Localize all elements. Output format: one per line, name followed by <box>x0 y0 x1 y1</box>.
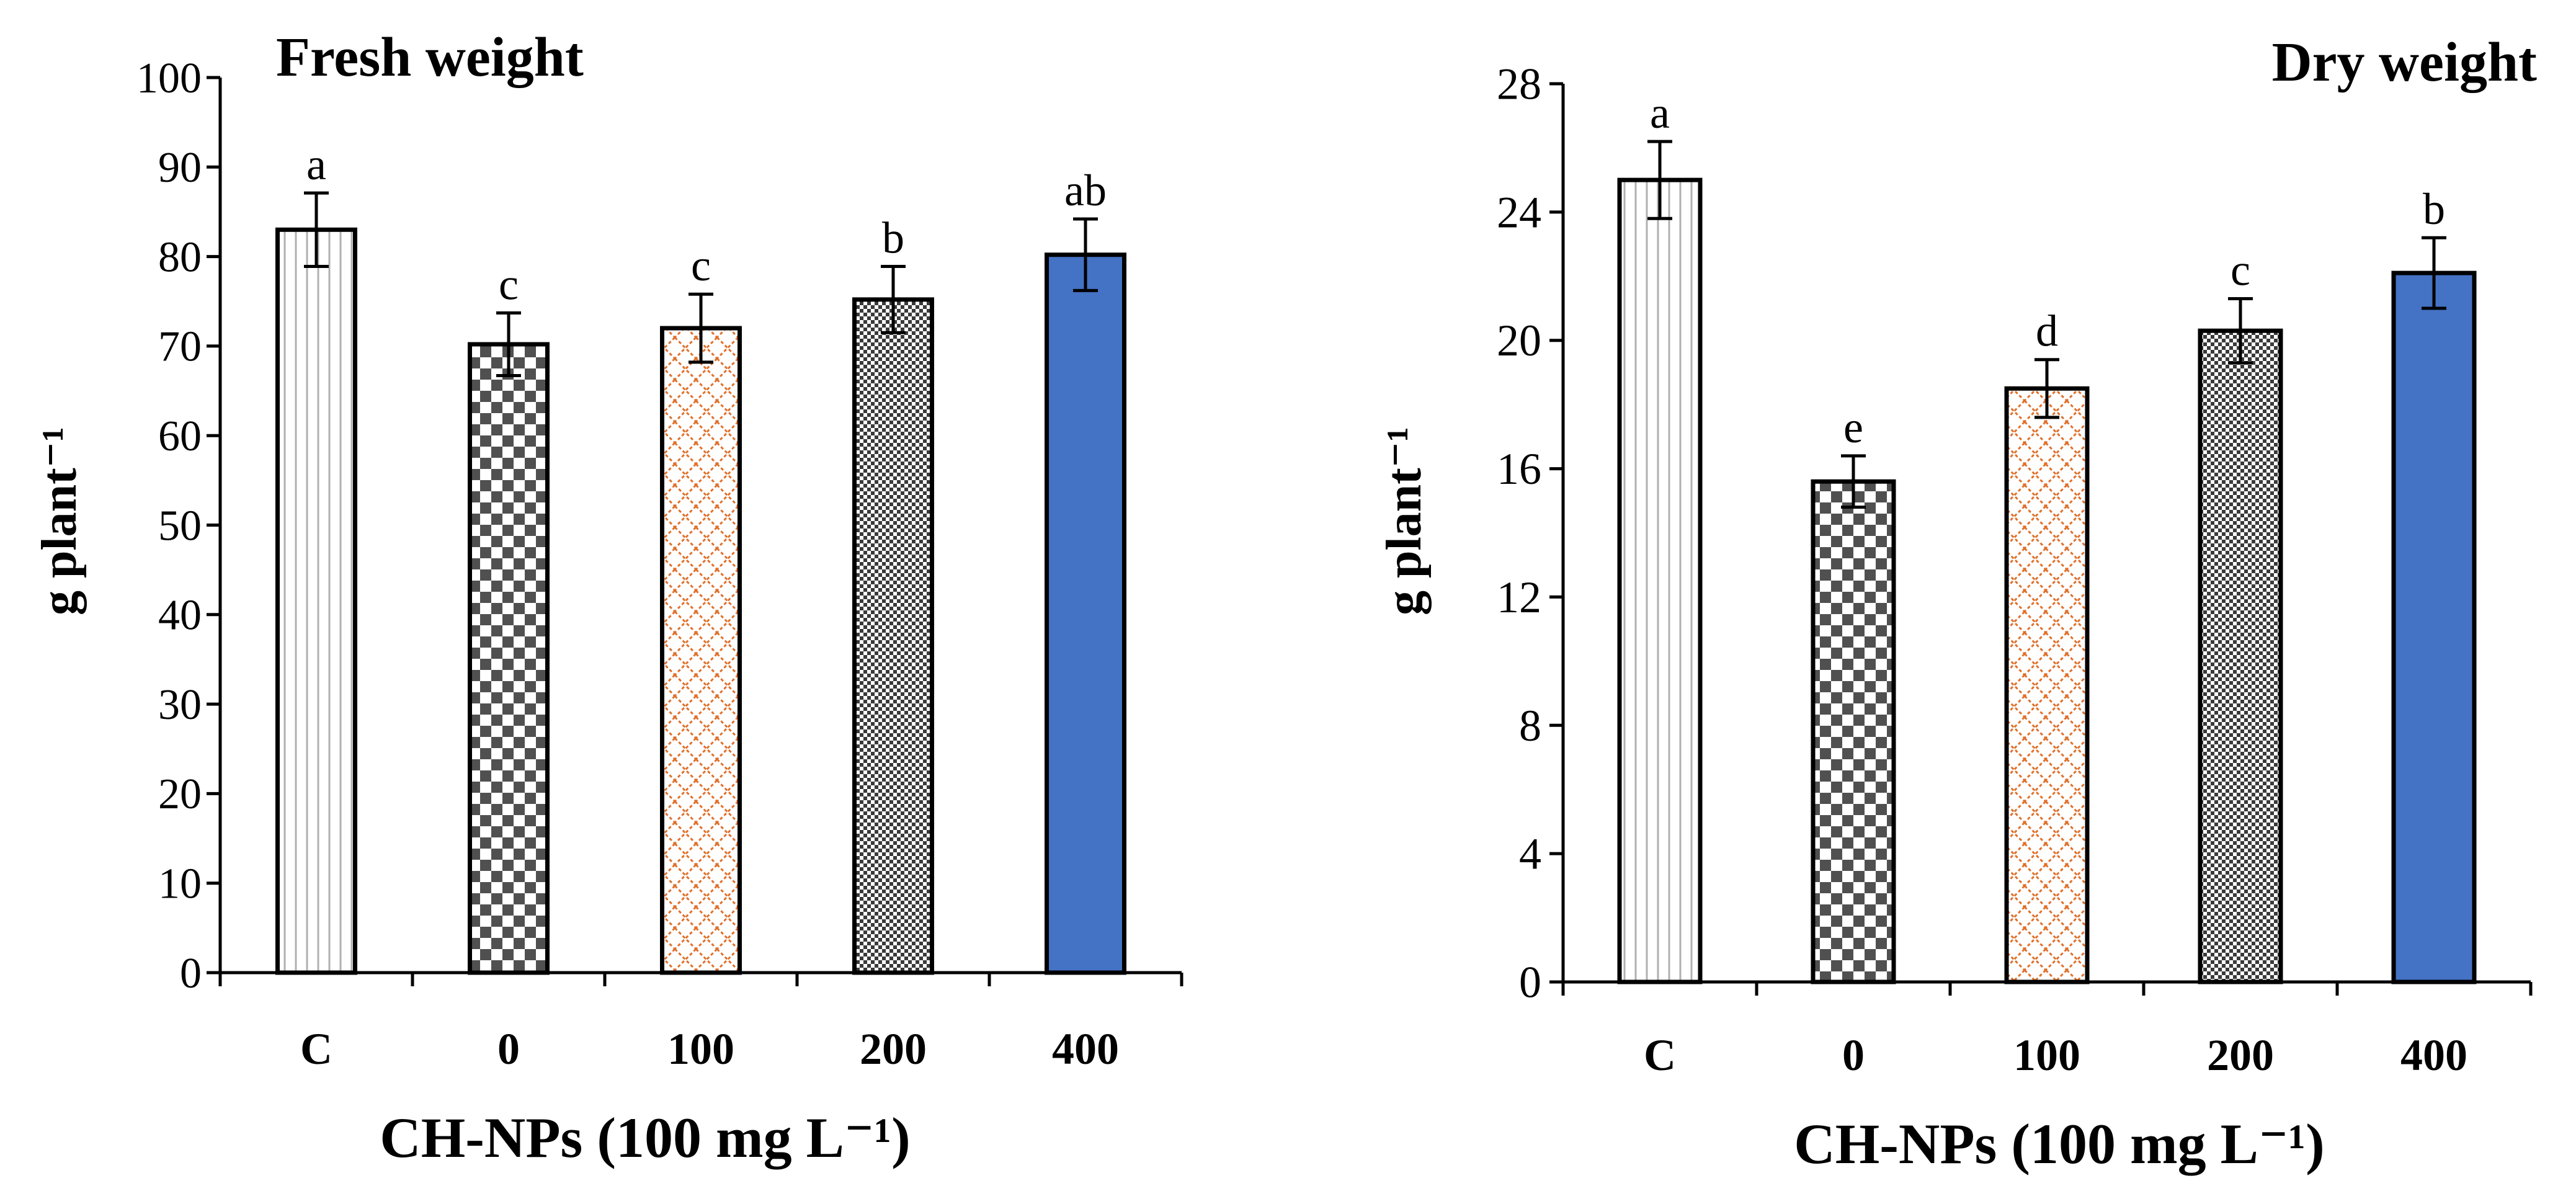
significance-letter: d <box>2036 306 2058 356</box>
category-label: 200 <box>860 1024 927 1074</box>
y-tick-label: 60 <box>158 413 202 460</box>
significance-letter: a <box>306 140 326 189</box>
bar-100 <box>2004 386 2090 984</box>
y-tick-label: 70 <box>158 323 202 371</box>
y-tick-label: 50 <box>158 502 202 550</box>
error-bar <box>689 292 713 364</box>
error-bar <box>1841 454 1866 509</box>
error-bar <box>304 191 329 268</box>
significance-letter: b <box>2423 184 2445 234</box>
y-tick-label: 16 <box>1497 444 1541 494</box>
significance-letter: b <box>882 213 904 262</box>
y-tick-label: 30 <box>158 681 202 729</box>
dry-weight-chart: Dry weight g plant⁻¹ CH-NPs (100 mg L⁻¹)… <box>1377 32 2537 1175</box>
y-tick-label: 0 <box>1519 957 1541 1007</box>
y-tick-label: 100 <box>136 55 202 102</box>
bar-200 <box>2198 328 2283 984</box>
bar-C <box>1617 177 1703 984</box>
y-axis-label: g plant⁻¹ <box>32 427 87 615</box>
error-bar <box>2228 297 2253 365</box>
bar-400 <box>2391 270 2477 984</box>
y-tick-label: 90 <box>158 144 202 192</box>
y-tick-label: 10 <box>158 860 202 908</box>
y-tick-label: 20 <box>1497 316 1541 365</box>
bar-0 <box>468 342 550 975</box>
significance-letter: a <box>1650 88 1670 138</box>
y-tick-label: 20 <box>158 770 202 818</box>
error-bar <box>2422 236 2446 310</box>
error-bar <box>1647 140 1672 220</box>
bar-400 <box>1045 252 1126 975</box>
y-tick-label: 28 <box>1497 59 1541 109</box>
fresh-weight-chart: Fresh weight g plant⁻¹ CH-NPs (100 mg L⁻… <box>32 27 1183 1169</box>
category-label: C <box>1644 1030 1676 1080</box>
error-bar <box>496 311 521 378</box>
category-label: 100 <box>667 1024 734 1074</box>
y-tick-label: 12 <box>1497 573 1541 622</box>
category-label: 0 <box>497 1024 520 1074</box>
significance-letter: c <box>691 241 711 290</box>
significance-letter: c <box>499 260 519 310</box>
x-axis-label: CH-NPs (100 mg L⁻¹) <box>380 1106 911 1169</box>
category-label: C <box>300 1024 332 1074</box>
bar-200 <box>852 297 934 975</box>
x-axis-label: CH-NPs (100 mg L⁻¹) <box>1794 1112 2325 1175</box>
bar-0 <box>1811 479 1896 984</box>
category-label: 400 <box>1052 1024 1119 1074</box>
y-tick-label: 8 <box>1519 701 1541 751</box>
bar-100 <box>660 326 742 975</box>
significance-letter: c <box>2231 245 2250 295</box>
chart-title: Dry weight <box>2272 32 2537 93</box>
y-tick-label: 4 <box>1519 829 1541 879</box>
y-tick-label: 80 <box>158 233 202 281</box>
category-label: 400 <box>2400 1030 2467 1080</box>
y-axis-label: g plant⁻¹ <box>1377 427 1432 615</box>
chart-title: Fresh weight <box>276 27 584 88</box>
bar-C <box>275 227 357 975</box>
error-bar <box>2035 358 2059 419</box>
y-tick-label: 24 <box>1497 187 1541 237</box>
category-label: 200 <box>2207 1030 2274 1080</box>
significance-letter: ab <box>1064 166 1107 215</box>
category-label: 100 <box>2013 1030 2080 1080</box>
error-bar <box>881 264 906 334</box>
y-tick-label: 0 <box>180 950 202 997</box>
error-bar <box>1073 217 1098 292</box>
significance-letter: e <box>1843 403 1863 452</box>
category-label: 0 <box>1842 1030 1865 1080</box>
y-tick-label: 40 <box>158 592 202 640</box>
